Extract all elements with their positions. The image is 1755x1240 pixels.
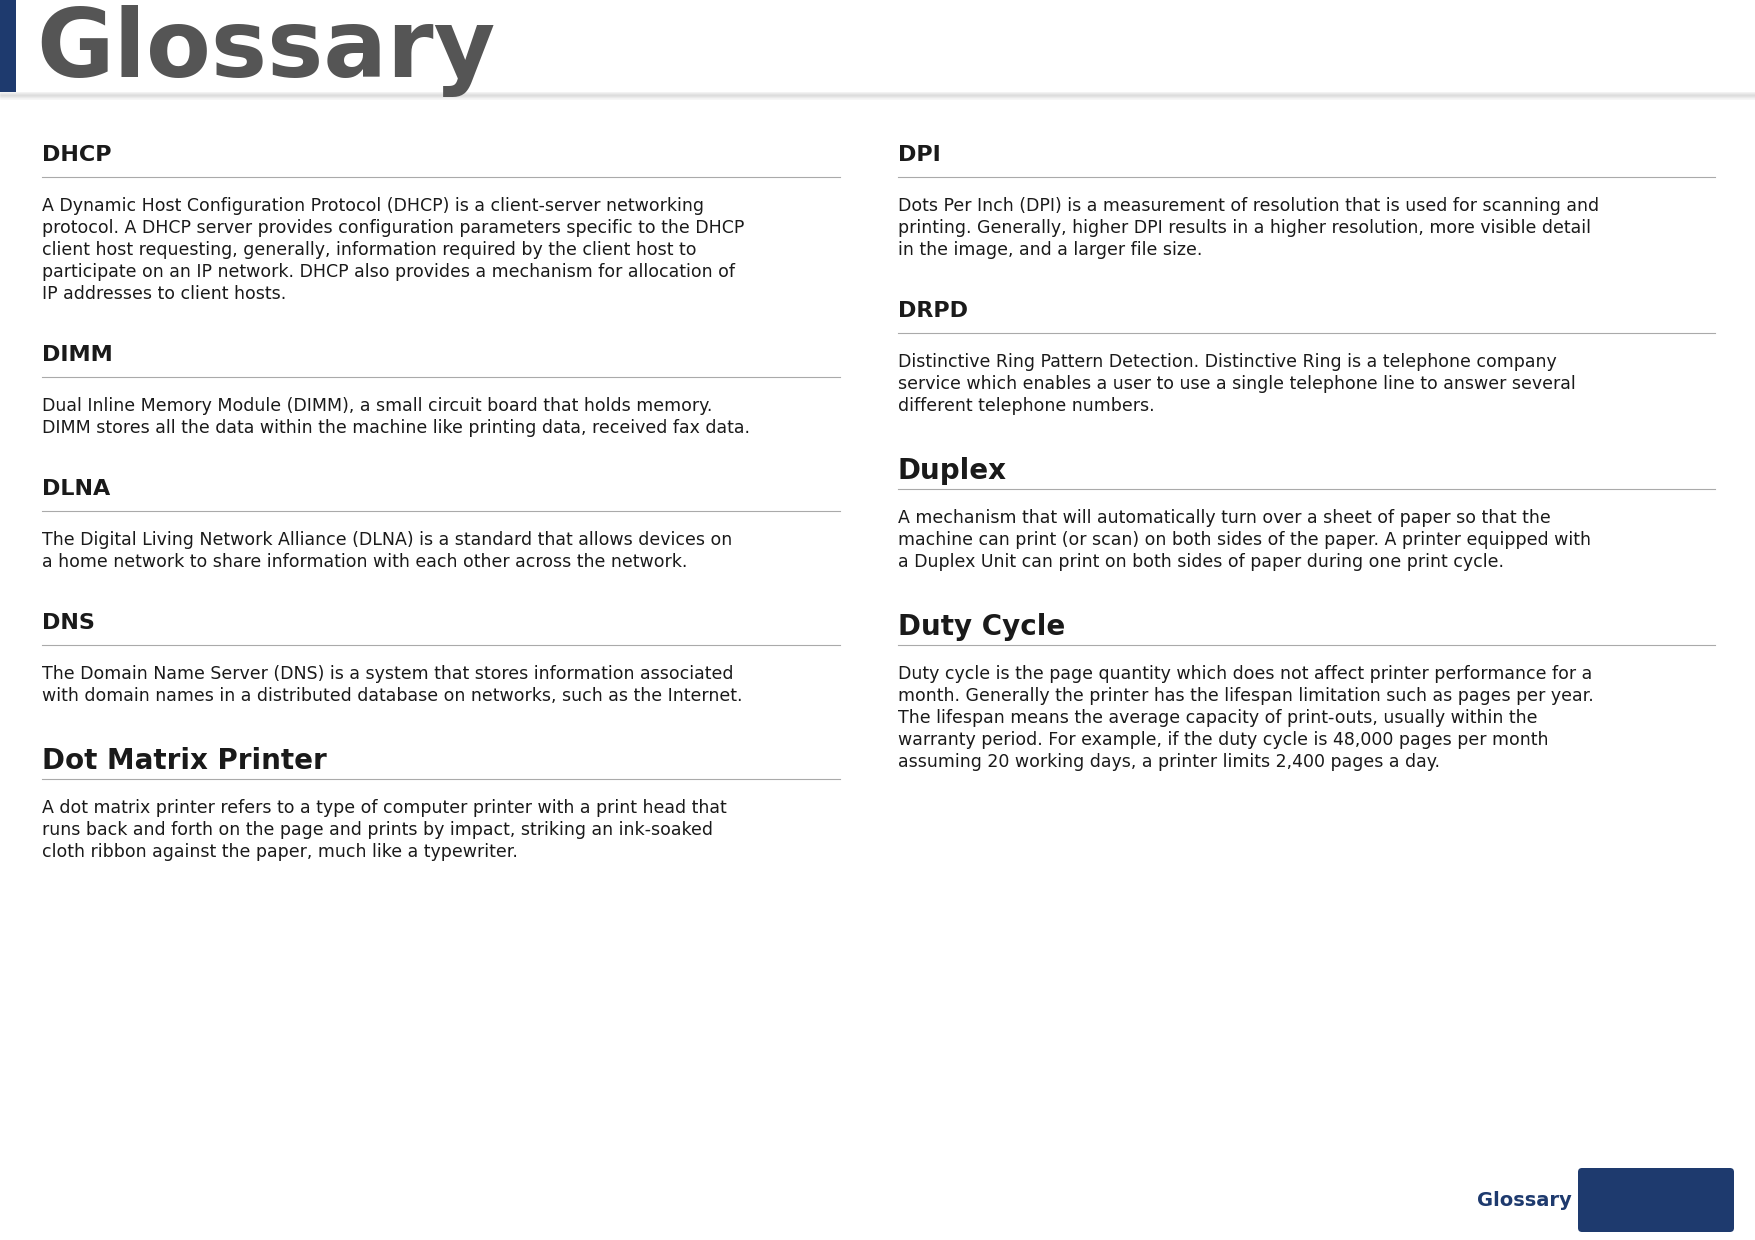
Text: Dots Per Inch (DPI) is a measurement of resolution that is used for scanning and: Dots Per Inch (DPI) is a measurement of … [899,197,1599,215]
Text: The Domain Name Server (DNS) is a system that stores information associated: The Domain Name Server (DNS) is a system… [42,665,734,683]
Text: The Digital Living Network Alliance (DLNA) is a standard that allows devices on: The Digital Living Network Alliance (DLN… [42,531,732,549]
Text: A dot matrix printer refers to a type of computer printer with a print head that: A dot matrix printer refers to a type of… [42,799,727,817]
Text: service which enables a user to use a single telephone line to answer several: service which enables a user to use a si… [899,374,1576,393]
Text: DNS: DNS [42,613,95,632]
Text: Glossary: Glossary [1478,1190,1572,1209]
Text: DLNA: DLNA [42,479,111,498]
Text: Distinctive Ring Pattern Detection. Distinctive Ring is a telephone company: Distinctive Ring Pattern Detection. Dist… [899,353,1557,371]
Bar [0,0,16,92]
Text: in the image, and a larger file size.: in the image, and a larger file size. [899,241,1202,259]
Text: assuming 20 working days, a printer limits 2,400 pages a day.: assuming 20 working days, a printer limi… [899,753,1441,771]
Text: Duplex: Duplex [899,458,1007,485]
Text: with domain names in a distributed database on networks, such as the Internet.: with domain names in a distributed datab… [42,687,742,706]
Text: protocol. A DHCP server provides configuration parameters specific to the DHCP: protocol. A DHCP server provides configu… [42,219,744,237]
Text: 281: 281 [1623,1185,1688,1214]
Text: printing. Generally, higher DPI results in a higher resolution, more visible det: printing. Generally, higher DPI results … [899,219,1592,237]
Text: Glossary: Glossary [37,5,495,97]
Text: Duty Cycle: Duty Cycle [899,613,1065,641]
Text: a home network to share information with each other across the network.: a home network to share information with… [42,553,688,570]
Text: a Duplex Unit can print on both sides of paper during one print cycle.: a Duplex Unit can print on both sides of… [899,553,1504,570]
Text: The lifespan means the average capacity of print-outs, usually within the: The lifespan means the average capacity … [899,709,1537,727]
Text: participate on an IP network. DHCP also provides a mechanism for allocation of: participate on an IP network. DHCP also … [42,263,735,281]
Text: DIMM: DIMM [42,345,112,365]
Text: month. Generally the printer has the lifespan limitation such as pages per year.: month. Generally the printer has the lif… [899,687,1594,706]
Text: client host requesting, generally, information required by the client host to: client host requesting, generally, infor… [42,241,697,259]
Text: cloth ribbon against the paper, much like a typewriter.: cloth ribbon against the paper, much lik… [42,843,518,861]
Text: Dot Matrix Printer: Dot Matrix Printer [42,746,326,775]
Text: A mechanism that will automatically turn over a sheet of paper so that the: A mechanism that will automatically turn… [899,508,1551,527]
Text: warranty period. For example, if the duty cycle is 48,000 pages per month: warranty period. For example, if the dut… [899,732,1548,749]
Text: Duty cycle is the page quantity which does not affect printer performance for a: Duty cycle is the page quantity which do… [899,665,1592,683]
Text: machine can print (or scan) on both sides of the paper. A printer equipped with: machine can print (or scan) on both side… [899,531,1592,549]
Text: runs back and forth on the page and prints by impact, striking an ink-soaked: runs back and forth on the page and prin… [42,821,713,839]
Text: DPI: DPI [899,145,941,165]
Text: DHCP: DHCP [42,145,112,165]
FancyBboxPatch shape [1578,1168,1734,1233]
Text: A Dynamic Host Configuration Protocol (DHCP) is a client-server networking: A Dynamic Host Configuration Protocol (D… [42,197,704,215]
Text: different telephone numbers.: different telephone numbers. [899,397,1155,415]
Text: DRPD: DRPD [899,301,969,321]
Text: Dual Inline Memory Module (DIMM), a small circuit board that holds memory.: Dual Inline Memory Module (DIMM), a smal… [42,397,713,415]
Text: IP addresses to client hosts.: IP addresses to client hosts. [42,285,286,303]
Text: DIMM stores all the data within the machine like printing data, received fax dat: DIMM stores all the data within the mach… [42,419,749,436]
